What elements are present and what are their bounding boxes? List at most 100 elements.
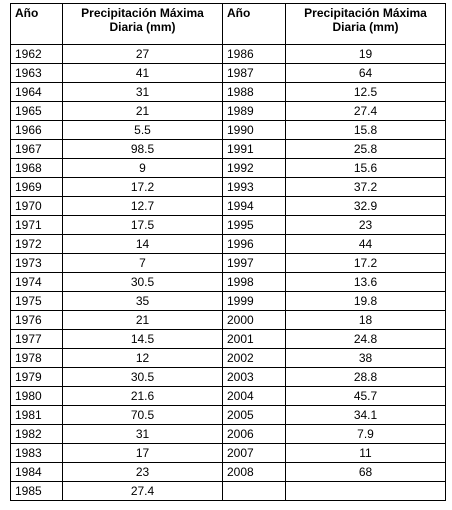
value-cell: 98.5 bbox=[62, 139, 223, 159]
value-cell: 27.4 bbox=[285, 101, 446, 121]
header-row: Año Precipitación Máxima Diaria (mm) Año… bbox=[10, 3, 446, 45]
table-row: 1975 35 1999 19.8 bbox=[10, 291, 446, 311]
year-cell: 1974 bbox=[10, 272, 63, 292]
year-cell: 1986 bbox=[222, 44, 286, 64]
value-cell: 25.8 bbox=[285, 139, 446, 159]
table-row: 1979 30.5 2003 28.8 bbox=[10, 367, 446, 387]
year-cell: 1972 bbox=[10, 234, 63, 254]
value-cell: 68 bbox=[285, 462, 446, 482]
year-cell: 1983 bbox=[10, 443, 63, 463]
year-cell: 1970 bbox=[10, 196, 63, 216]
year-cell: 1997 bbox=[222, 253, 286, 273]
value-cell: 18 bbox=[285, 310, 446, 330]
year-cell: 1985 bbox=[10, 481, 63, 501]
year-cell: 1988 bbox=[222, 82, 286, 102]
table-row: 1974 30.5 1998 13.6 bbox=[10, 272, 446, 292]
year-cell: 2004 bbox=[222, 386, 286, 406]
value-cell: 21.6 bbox=[62, 386, 223, 406]
value-cell: 17.2 bbox=[285, 253, 446, 273]
value-cell: 28.8 bbox=[285, 367, 446, 387]
value-cell: 45.7 bbox=[285, 386, 446, 406]
table-body: 1962 27 1986 19 1963 41 1987 64 1964 31 1988 12.5 19… bbox=[10, 44, 446, 501]
year-cell: 1967 bbox=[10, 139, 63, 159]
value-cell: 31 bbox=[62, 424, 223, 444]
table-row: 1972 14 1996 44 bbox=[10, 234, 446, 254]
value-cell: 38 bbox=[285, 348, 446, 368]
value-cell: 21 bbox=[62, 310, 223, 330]
table-row: 1977 14.5 2001 24.8 bbox=[10, 329, 446, 349]
header-cell: Precipitación Máxima Diaria (mm) bbox=[285, 3, 446, 45]
header-cell: Año bbox=[222, 3, 286, 45]
table-row: 1973 7 1997 17.2 bbox=[10, 253, 446, 273]
year-cell: 1968 bbox=[10, 158, 63, 178]
value-cell: 64 bbox=[285, 63, 446, 83]
value-cell: 12.7 bbox=[62, 196, 223, 216]
year-cell: 1976 bbox=[10, 310, 63, 330]
value-cell: 44 bbox=[285, 234, 446, 254]
empty-cell bbox=[222, 481, 286, 501]
value-cell: 27 bbox=[62, 44, 223, 64]
year-cell: 1978 bbox=[10, 348, 63, 368]
value-cell: 31 bbox=[62, 82, 223, 102]
empty-cell bbox=[285, 481, 446, 501]
value-cell: 12.5 bbox=[285, 82, 446, 102]
value-cell: 37.2 bbox=[285, 177, 446, 197]
value-cell: 30.5 bbox=[62, 367, 223, 387]
year-cell: 1996 bbox=[222, 234, 286, 254]
year-cell: 2006 bbox=[222, 424, 286, 444]
value-cell: 17 bbox=[62, 443, 223, 463]
value-cell: 34.1 bbox=[285, 405, 446, 425]
year-cell: 1975 bbox=[10, 291, 63, 311]
precipitation-table: Año Precipitación Máxima Diaria (mm) Año… bbox=[10, 3, 446, 501]
year-cell: 1966 bbox=[10, 120, 63, 140]
header-cell: Precipitación Máxima Diaria (mm) bbox=[62, 3, 223, 45]
value-cell: 23 bbox=[285, 215, 446, 235]
table-row: 1984 23 2008 68 bbox=[10, 462, 446, 482]
value-cell: 30.5 bbox=[62, 272, 223, 292]
year-cell: 2007 bbox=[222, 443, 286, 463]
year-cell: 2003 bbox=[222, 367, 286, 387]
table-row: 1985 27.4 bbox=[10, 481, 446, 501]
value-cell: 35 bbox=[62, 291, 223, 311]
year-cell: 1965 bbox=[10, 101, 63, 121]
year-cell: 1971 bbox=[10, 215, 63, 235]
value-cell: 17.5 bbox=[62, 215, 223, 235]
year-cell: 2000 bbox=[222, 310, 286, 330]
year-cell: 1981 bbox=[10, 405, 63, 425]
year-cell: 1962 bbox=[10, 44, 63, 64]
year-cell: 1982 bbox=[10, 424, 63, 444]
value-cell: 19.8 bbox=[285, 291, 446, 311]
value-cell: 32.9 bbox=[285, 196, 446, 216]
year-cell: 1977 bbox=[10, 329, 63, 349]
year-cell: 1995 bbox=[222, 215, 286, 235]
year-cell: 2002 bbox=[222, 348, 286, 368]
value-cell: 27.4 bbox=[62, 481, 223, 501]
table-row: 1967 98.5 1991 25.8 bbox=[10, 139, 446, 159]
year-cell: 1969 bbox=[10, 177, 63, 197]
table-row: 1978 12 2002 38 bbox=[10, 348, 446, 368]
year-cell: 1987 bbox=[222, 63, 286, 83]
year-cell: 1979 bbox=[10, 367, 63, 387]
table-row: 1965 21 1989 27.4 bbox=[10, 101, 446, 121]
value-cell: 21 bbox=[62, 101, 223, 121]
value-cell: 11 bbox=[285, 443, 446, 463]
value-cell: 17.2 bbox=[62, 177, 223, 197]
table-row: 1968 9 1992 15.6 bbox=[10, 158, 446, 178]
year-cell: 1973 bbox=[10, 253, 63, 273]
table-row: 1966 5.5 1990 15.8 bbox=[10, 120, 446, 140]
year-cell: 1999 bbox=[222, 291, 286, 311]
value-cell: 7.9 bbox=[285, 424, 446, 444]
value-cell: 5.5 bbox=[62, 120, 223, 140]
header-cell: Año bbox=[10, 3, 63, 45]
value-cell: 23 bbox=[62, 462, 223, 482]
year-cell: 1992 bbox=[222, 158, 286, 178]
year-cell: 1984 bbox=[10, 462, 63, 482]
year-cell: 1990 bbox=[222, 120, 286, 140]
value-cell: 24.8 bbox=[285, 329, 446, 349]
year-cell: 2008 bbox=[222, 462, 286, 482]
table-row: 1981 70.5 2005 34.1 bbox=[10, 405, 446, 425]
year-cell: 1963 bbox=[10, 63, 63, 83]
value-cell: 41 bbox=[62, 63, 223, 83]
year-cell: 2005 bbox=[222, 405, 286, 425]
value-cell: 9 bbox=[62, 158, 223, 178]
